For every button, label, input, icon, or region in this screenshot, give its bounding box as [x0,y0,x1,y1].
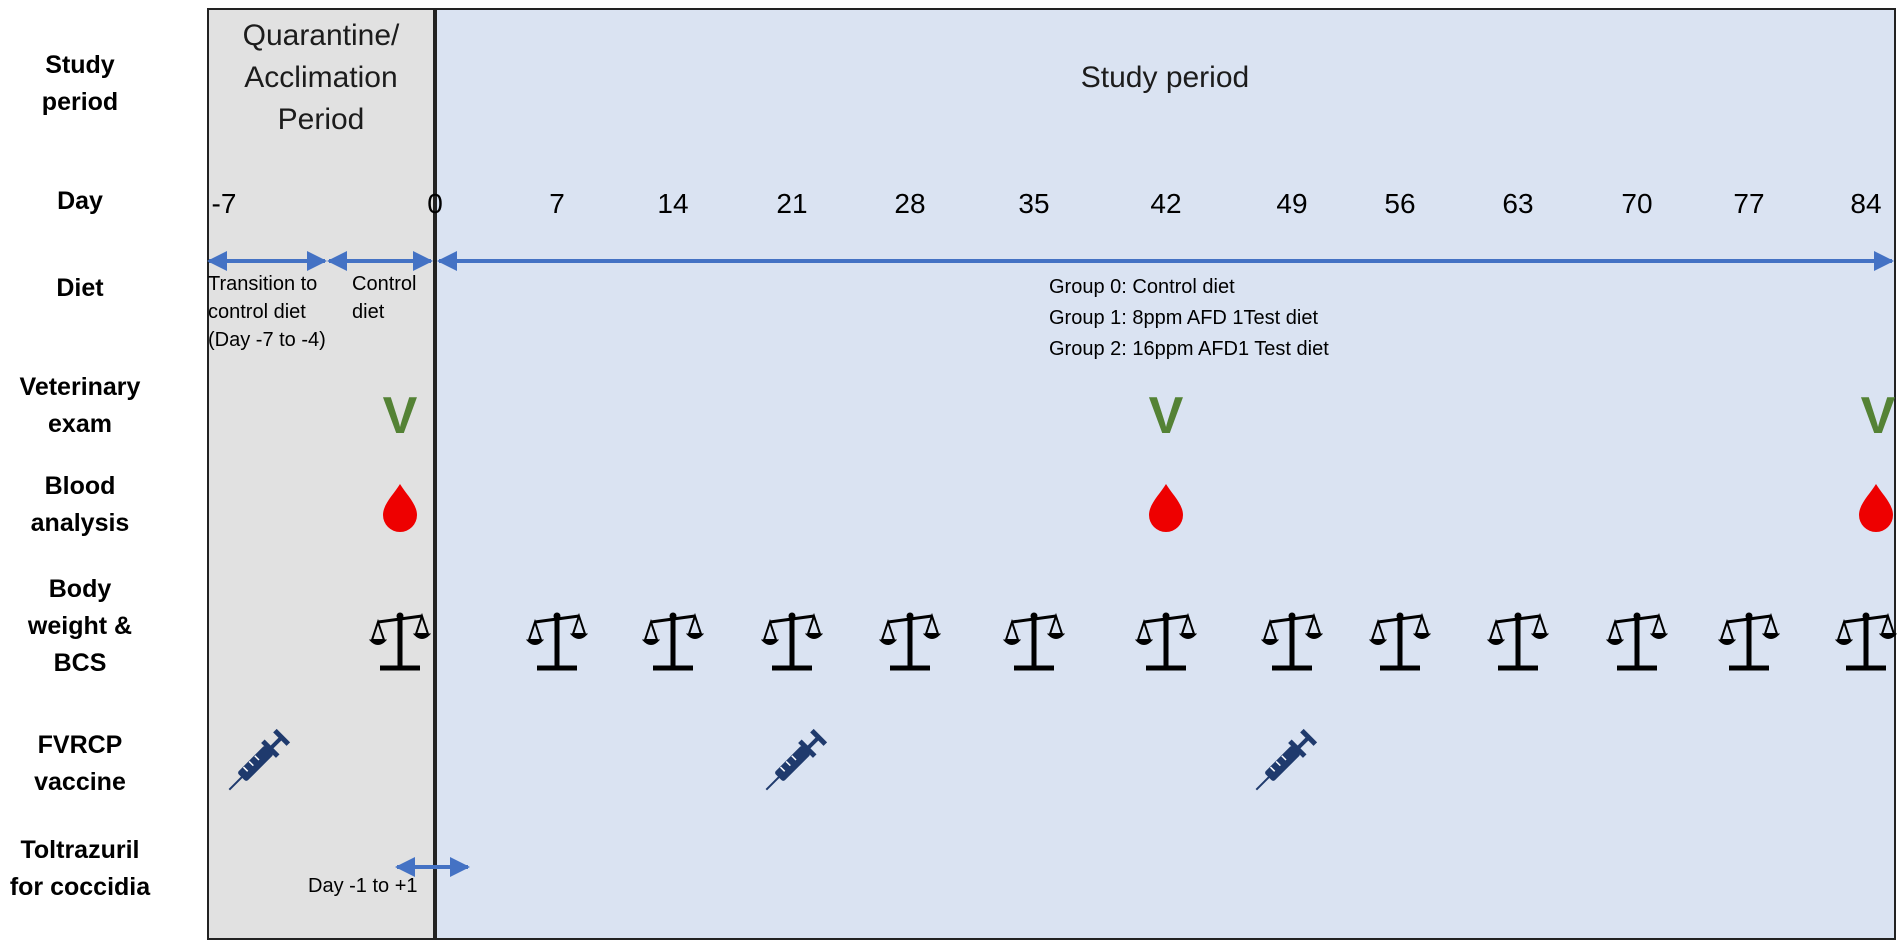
scale-icon [1605,612,1669,671]
blood-drop-icon [1859,484,1893,532]
row-label-fvrcp-vaccine: FVRCP vaccine [34,731,126,796]
study-period-panel [435,8,1896,940]
scale-icon [525,612,589,671]
day-tick: 63 [1502,188,1534,219]
scale-icon [1002,612,1066,671]
blood-drop-icon [383,484,417,532]
scale-icon [1260,612,1324,671]
row-label-body-weight: Body weight & BCS [27,575,133,677]
day-tick: 49 [1276,188,1308,219]
day-tick: 7 [549,188,565,219]
day-tick: 77 [1733,188,1765,219]
diet-group-list: Group 0: Control diet Group 1: 8ppm AFD … [1049,273,1329,363]
diet-control-note: Control diet [352,273,417,323]
quarantine-period-panel [207,8,435,940]
vet-exam-mark: V [1148,387,1184,445]
scale-icon [1134,612,1198,671]
blood-drop-icon [1149,484,1183,532]
diet-group-1: Group 1: 8ppm AFD 1Test diet [1049,307,1319,329]
scale-icon [1368,612,1432,671]
row-label-diet: Diet [56,274,104,302]
scale-icon [878,612,942,671]
day-tick: 56 [1384,188,1416,219]
diet-group-2: Group 2: 16ppm AFD1 Test diet [1049,338,1329,360]
vet-exam-mark: V [382,387,418,445]
study-period-title: Study period [1080,61,1250,94]
syringe-icon [228,728,291,791]
syringe-icon [1255,728,1318,791]
syringe-icon [765,728,828,791]
day-tick: 42 [1150,188,1182,219]
diet-transition-note: Transition to control diet (Day -7 to -4… [208,273,326,351]
diet-group-0: Group 0: Control diet [1049,276,1235,298]
row-label-day: Day [57,187,103,215]
day-tick: -7 [211,188,237,219]
row-label-veterinary-exam: Veterinary exam [19,373,141,438]
day-tick: 21 [776,188,808,219]
scale-icon [641,612,705,671]
day-tick: 0 [427,188,443,219]
scale-icon [1717,612,1781,671]
scale-icon [760,612,824,671]
scale-icon [1486,612,1550,671]
vet-exam-mark: V [1860,387,1896,445]
row-label-study-period: Study period [41,51,119,116]
toltrazuril-note: Day -1 to +1 [308,875,418,897]
scale-icon [368,612,432,671]
quarantine-period-title: Quarantine/ Acclimation Period [242,19,400,136]
day-tick: 35 [1018,188,1050,219]
day-tick: 28 [894,188,926,219]
day-tick: 70 [1621,188,1653,219]
row-label-toltrazuril: Toltrazuril for coccidia [9,836,151,901]
day-tick: 14 [657,188,689,219]
row-label-blood-analysis: Blood analysis [30,472,130,537]
scale-icon [1834,612,1898,671]
day-tick: 84 [1850,188,1882,219]
